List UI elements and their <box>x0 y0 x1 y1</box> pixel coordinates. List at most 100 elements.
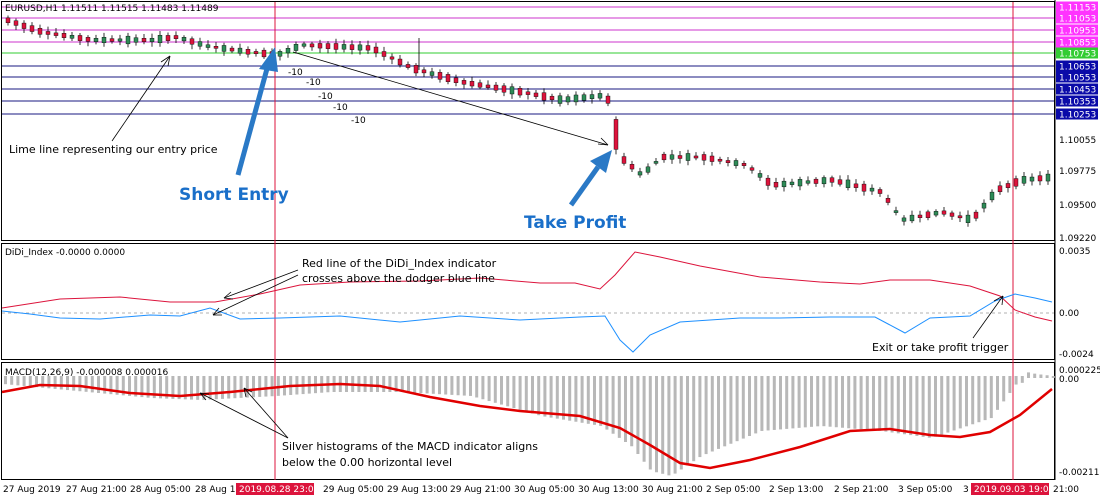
macd-bar <box>717 376 720 449</box>
macd-bar <box>686 376 689 466</box>
macd-bar <box>128 376 131 396</box>
macd-bar <box>574 376 578 422</box>
macd-bar <box>977 376 981 423</box>
macd-bar <box>655 376 658 473</box>
bear-candle <box>245 49 251 55</box>
macd-bar <box>617 376 621 438</box>
macd-bar <box>611 376 615 434</box>
bear-candle <box>549 95 555 101</box>
macd-bar <box>698 376 702 458</box>
bull-candle <box>581 94 587 101</box>
macd-bar <box>779 376 782 430</box>
bull-candle <box>685 153 691 161</box>
bear-candle <box>397 58 403 66</box>
macd-bar <box>252 376 255 398</box>
macd-bar <box>661 376 665 474</box>
macd-bar <box>1045 375 1049 378</box>
annotation-pointer <box>199 392 289 439</box>
macd-bar <box>165 376 169 399</box>
price-level-label: 1.10853 <box>1059 39 1096 49</box>
macd-bar <box>438 376 441 395</box>
bear-candle <box>605 95 611 104</box>
macd-bar <box>531 376 534 414</box>
bear-candle <box>317 43 323 49</box>
bull-candle <box>637 171 643 176</box>
macd-bar <box>741 376 745 439</box>
price-axis-label: 1.09775 <box>1059 167 1096 177</box>
macd-bar <box>946 376 950 433</box>
macd-bar <box>72 376 76 391</box>
arrowhead-icon <box>199 392 210 401</box>
macd-bar <box>10 376 14 385</box>
macd-bar <box>1027 372 1030 378</box>
annotation-pointer <box>223 269 299 299</box>
macd-bar <box>971 376 975 425</box>
price-level-box <box>1056 60 1098 72</box>
price-axis-label: 1.09500 <box>1059 201 1096 211</box>
bull-candle <box>181 37 187 42</box>
bull-candle <box>805 180 811 184</box>
macd-bar <box>878 376 882 431</box>
macd-bar <box>419 376 423 394</box>
bear-candle <box>677 155 683 159</box>
time-label: 28 Aug 13 <box>195 485 241 495</box>
time-label: 27 Aug 21:00 <box>66 485 127 495</box>
bear-candle <box>173 35 179 39</box>
bull-candle <box>589 94 595 99</box>
bear-candle <box>109 38 115 42</box>
level-tag: -10 <box>318 92 333 102</box>
price-level-label: 1.11153 <box>1059 4 1096 14</box>
macd-bar <box>580 376 584 423</box>
bull-candle <box>645 166 651 173</box>
bear-candle <box>13 20 19 26</box>
didi-blue-line <box>1 293 1053 353</box>
macd-bar <box>1002 376 1006 402</box>
bear-candle <box>213 46 219 49</box>
bull-candle <box>205 44 211 48</box>
bear-candle <box>997 185 1003 193</box>
price-level-label: 1.10253 <box>1059 111 1096 121</box>
bear-candle <box>1037 175 1043 182</box>
macd-bar <box>537 376 541 416</box>
macd-bar <box>462 376 466 396</box>
didi-cross-annotation-line2: crosses above the dodger blue line <box>302 272 495 285</box>
price-level-label: 1.10653 <box>1059 63 1096 73</box>
macd-bar <box>915 376 919 436</box>
bull-candle <box>237 47 243 54</box>
macd-bar <box>400 376 404 393</box>
macd-bar <box>648 376 652 470</box>
macd-bar <box>1039 374 1043 378</box>
bear-candle <box>261 49 267 58</box>
macd-bar <box>865 376 869 430</box>
bear-candle <box>485 84 491 88</box>
bear-candle <box>373 46 379 54</box>
macd-bar <box>97 376 100 393</box>
macd-bar <box>841 376 844 428</box>
macd-bar <box>952 376 956 431</box>
bull-candle <box>1029 176 1035 182</box>
macd-bar <box>859 376 863 430</box>
macd-bar <box>518 376 522 410</box>
macd-bar <box>760 376 764 431</box>
bear-candle <box>957 215 963 219</box>
macd-bar <box>921 376 925 437</box>
bear-candle <box>829 177 835 183</box>
macd-bar <box>140 376 144 398</box>
annotation-pointer <box>212 274 299 316</box>
macd-bar <box>227 376 231 399</box>
bull-candle <box>149 37 155 43</box>
didi-red-line <box>1 251 1053 322</box>
macd-bar <box>202 376 206 400</box>
macd-bar <box>543 376 547 417</box>
bear-candle <box>941 210 947 215</box>
bear-candle <box>517 88 523 96</box>
macd-bar <box>146 376 150 398</box>
bear-candle <box>413 65 419 74</box>
macd-bar <box>692 376 696 462</box>
bear-candle <box>85 37 91 42</box>
bear-candle <box>885 198 891 203</box>
level-tag: -10 <box>351 116 366 126</box>
macd-bar <box>735 376 739 442</box>
macd-bar <box>4 376 7 385</box>
